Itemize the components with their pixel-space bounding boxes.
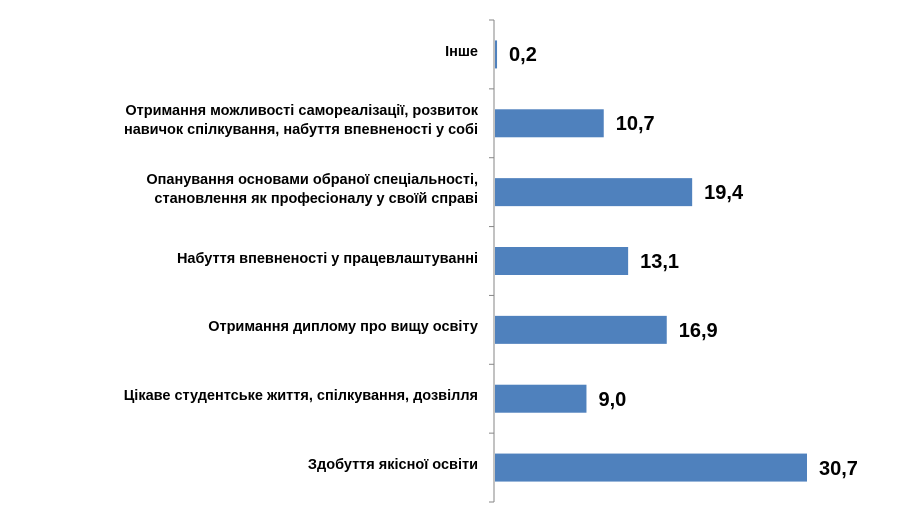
bar [495, 384, 587, 413]
category-label: Здобуття якісної освіти [307, 457, 478, 474]
value-label: 19,4 [704, 182, 744, 205]
value-label: 16,9 [678, 319, 718, 342]
category-label: Опанування основами обраної спеціальност… [146, 172, 478, 208]
bar [495, 453, 807, 482]
value-label: 9,0 [598, 388, 627, 411]
bar [495, 315, 667, 344]
category-label: Інше [445, 43, 478, 60]
value-label: 30,7 [819, 457, 858, 480]
bar [495, 109, 604, 138]
value-label: 0,2 [509, 44, 537, 67]
bar [495, 247, 629, 275]
bar [495, 178, 693, 207]
value-label: 10,7 [615, 113, 655, 136]
category-label: Набуття впевненості у працевлаштуванні [176, 250, 478, 267]
category-label: Отримання диплому про вищу освіту [208, 319, 478, 336]
value-label: 13,1 [640, 251, 680, 273]
category-label: Цікаве студентське життя, спілкування, д… [123, 388, 478, 405]
category-label: Отримання можливості самореалізації, роз… [123, 103, 478, 139]
bar [495, 40, 498, 69]
